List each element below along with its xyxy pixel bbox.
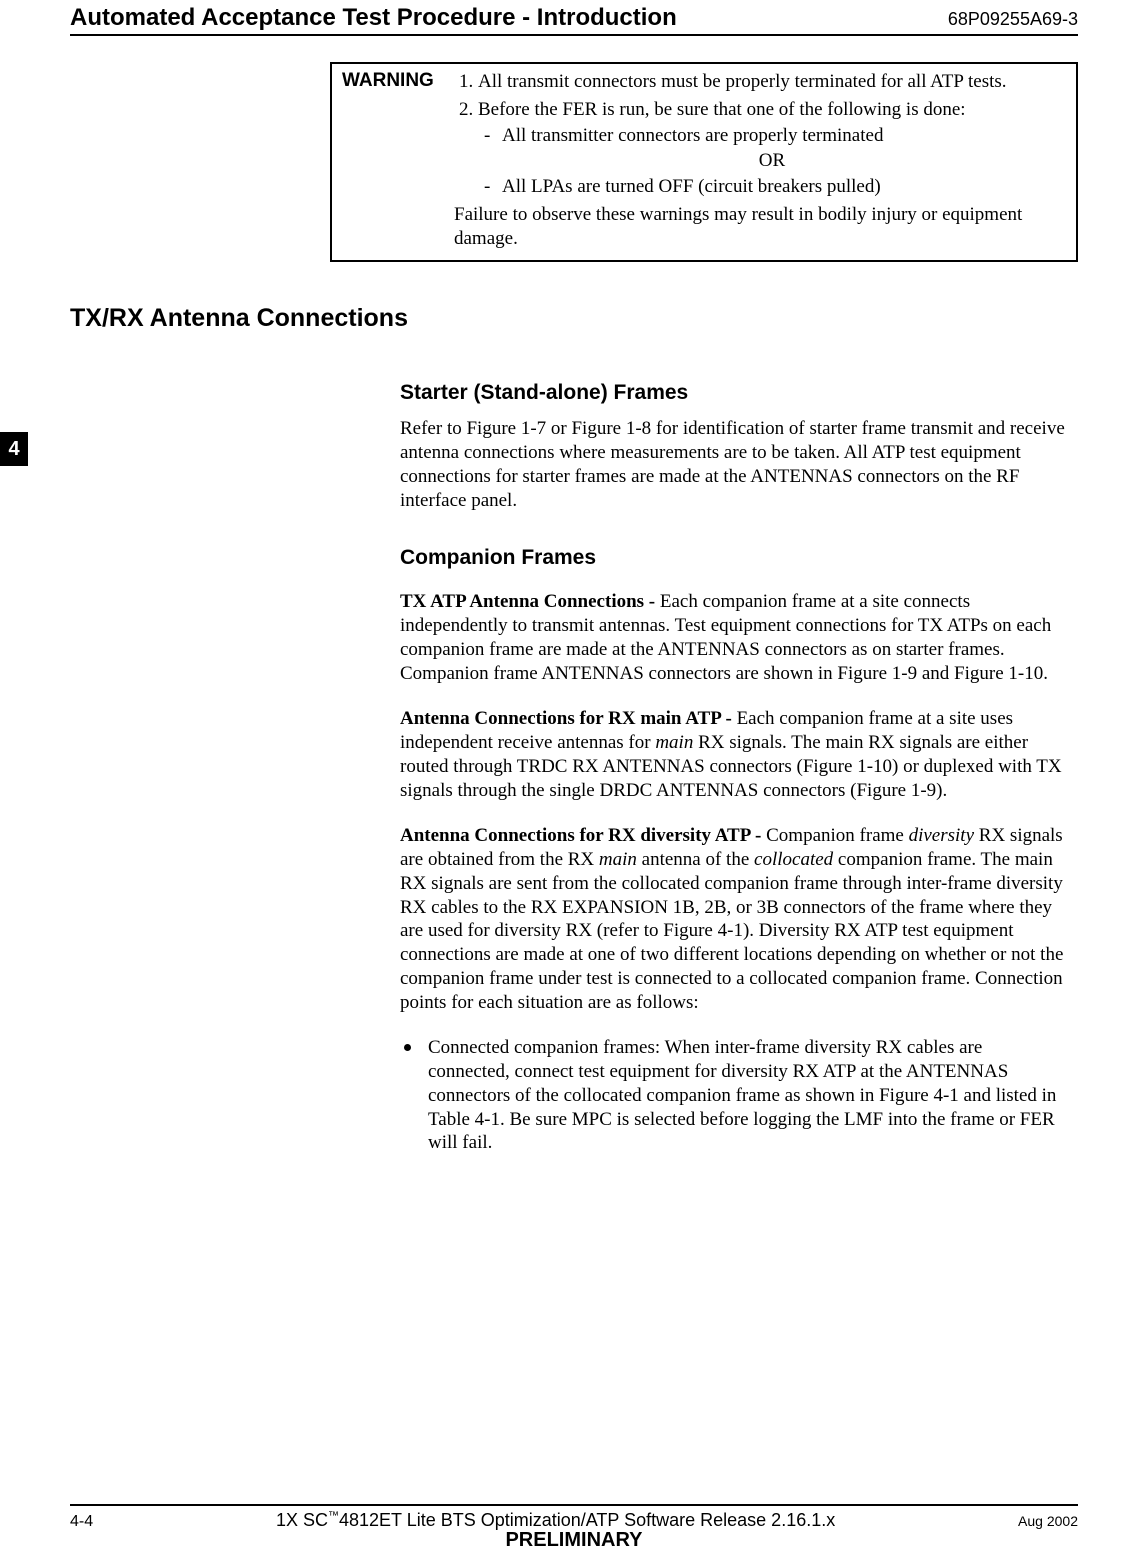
footer-center1: 1X SC (276, 1510, 328, 1530)
companion-p2: Antenna Connections for RX main ATP - Ea… (400, 707, 1068, 802)
warning-footer: Failure to observe these warnings may re… (454, 203, 1066, 251)
p3-ital2: main (599, 849, 637, 870)
p3a: Companion frame (766, 825, 908, 846)
p1-bold: TX ATP Antenna Connections - (400, 591, 660, 612)
footer-date: Aug 2002 (1018, 1513, 1078, 1529)
content-column: Starter (Stand-alone) Frames Refer to Fi… (400, 381, 1068, 1155)
footer-page: 4-4 (70, 1513, 93, 1531)
page: Automated Acceptance Test Procedure - In… (0, 4, 1148, 1566)
p3-ital1: diversity (909, 825, 974, 846)
companion-p1: TX ATP Antenna Connections - Each compan… (400, 590, 1068, 685)
starter-heading: Starter (Stand-alone) Frames (400, 381, 1068, 405)
side-tab: 4 (0, 432, 28, 466)
bullet-ital2: MPC (572, 1109, 612, 1130)
starter-body: Refer to Figure 1-7 or Figure 1-8 for id… (400, 417, 1068, 512)
warning-sub-1: All transmitter connectors are properly … (484, 124, 1066, 148)
p3d: companion frame. The main RX signals are… (400, 849, 1063, 1013)
header-docnum: 68P09255A69-3 (948, 9, 1078, 30)
footer-tm: ™ (328, 1510, 339, 1522)
warning-or: OR (478, 149, 1066, 173)
warning-body: All transmit connectors must be properly… (454, 70, 1066, 250)
page-header: Automated Acceptance Test Procedure - In… (70, 4, 1078, 36)
bullet-ital1: collocated (564, 1085, 642, 1106)
footer-preliminary: PRELIMINARY (70, 1529, 1078, 1552)
footer-rule (70, 1504, 1078, 1506)
bullet-bold: Connected companion frames: (428, 1037, 660, 1058)
warning-sub-2: All LPAs are turned OFF (circuit breaker… (484, 175, 1066, 199)
warning-item-1: All transmit connectors must be properly… (478, 70, 1066, 94)
bullet-item: Connected companion frames: When inter-f… (400, 1036, 1068, 1155)
warning-item-2-text: Before the FER is run, be sure that one … (478, 99, 966, 120)
footer-center: 1X SC™4812ET Lite BTS Optimization/ATP S… (93, 1510, 1018, 1531)
p3-ital3: collocated (754, 849, 833, 870)
p2-ital1: main (655, 732, 693, 753)
bullet-list: Connected companion frames: When inter-f… (400, 1036, 1068, 1155)
companion-heading: Companion Frames (400, 546, 1068, 570)
section-heading: TX/RX Antenna Connections (70, 304, 1078, 333)
warning-box: WARNING All transmit connectors must be … (330, 62, 1078, 262)
p3c: antenna of the (637, 849, 754, 870)
page-footer: 4-4 1X SC™4812ET Lite BTS Optimization/A… (70, 1504, 1078, 1552)
p3-bold: Antenna Connections for RX diversity ATP… (400, 825, 766, 846)
p2-bold: Antenna Connections for RX main ATP - (400, 708, 737, 729)
footer-center2: 4812ET Lite BTS Optimization/ATP Softwar… (339, 1510, 835, 1530)
warning-label: WARNING (342, 70, 454, 250)
header-title: Automated Acceptance Test Procedure - In… (70, 4, 677, 32)
warning-item-2: Before the FER is run, be sure that one … (478, 98, 1066, 199)
companion-p3: Antenna Connections for RX diversity ATP… (400, 824, 1068, 1014)
